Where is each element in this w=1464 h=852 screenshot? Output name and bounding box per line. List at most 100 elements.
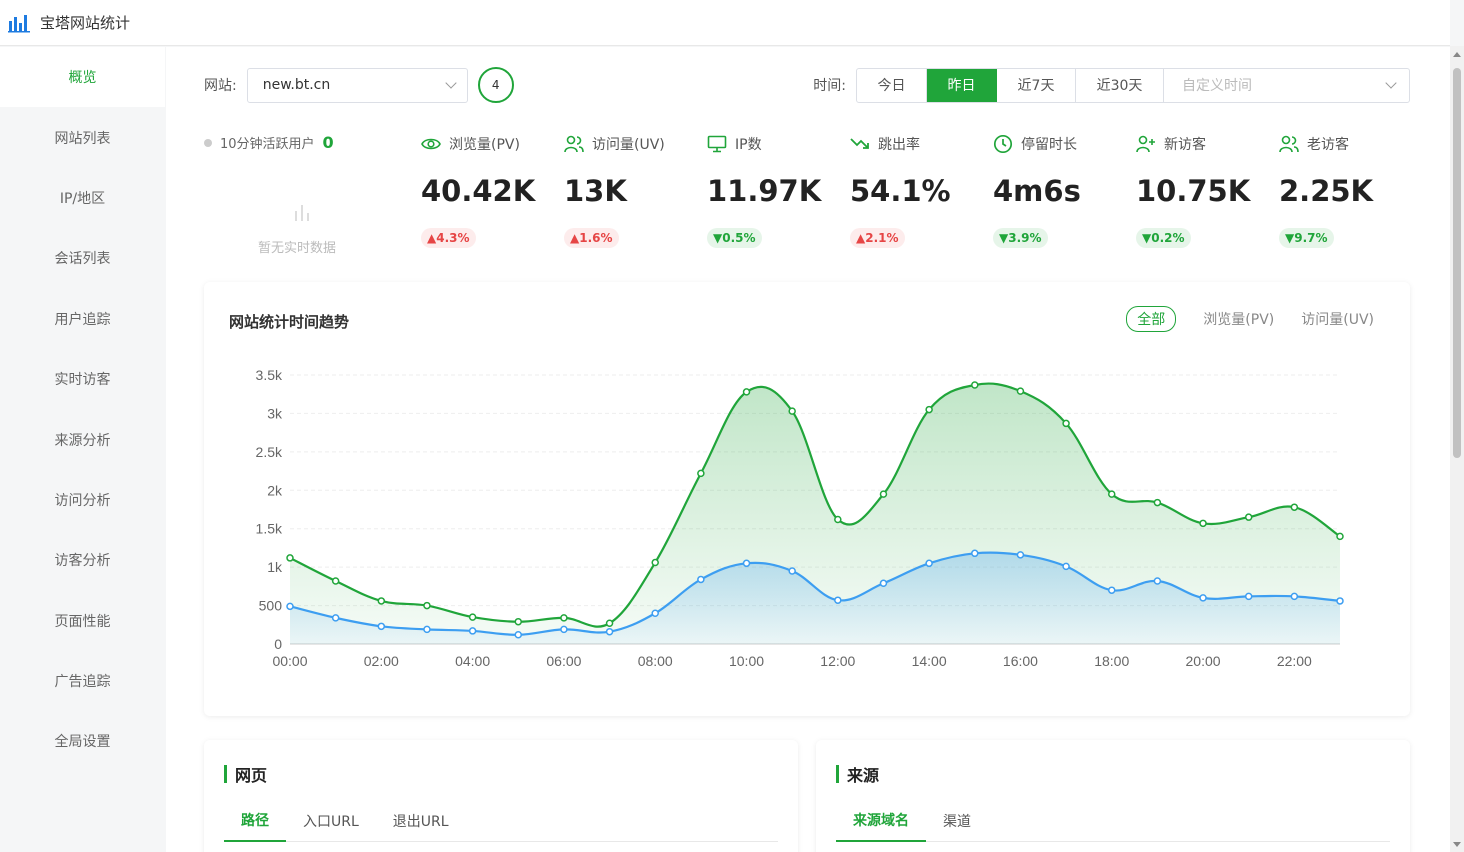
vertical-scrollbar[interactable] — [1450, 46, 1464, 852]
time-7days-button[interactable]: 近7天 — [997, 68, 1076, 102]
data-point-uv — [879, 579, 888, 588]
data-point-uv — [925, 559, 933, 568]
data-point-uv — [742, 559, 751, 568]
metric-uv-change: ▲1.6% — [564, 228, 619, 248]
filter-pv-button[interactable]: 浏览量(PV) — [1203, 312, 1275, 328]
data-point-pv — [742, 388, 751, 396]
series-line-uv — [289, 551, 1341, 636]
sidebar-item-visit-analysis[interactable]: 访问分析 — [54, 492, 111, 509]
sidebar-item-global-settings[interactable]: 全局设置 — [54, 734, 111, 751]
filter-uv-button[interactable]: 访问量(UV) — [1301, 312, 1374, 328]
pages-panel-title: 网页 — [224, 763, 267, 785]
x-tick-label: 06:00 — [546, 653, 581, 669]
data-point-pv — [1153, 498, 1162, 507]
data-point-uv — [1244, 592, 1253, 601]
data-point-pv — [1199, 519, 1207, 528]
sidebar-item-overview[interactable]: 概览 — [0, 47, 165, 108]
tab-channel[interactable]: 渠道 — [943, 814, 971, 830]
x-tick-label: 04:00 — [455, 653, 490, 669]
trend-chart: 0 500 1k 1.5k 2k 2.5k 3k 3.5k 00:00 02:00 04:00 06:… — [256, 367, 1344, 669]
data-point-pv — [651, 558, 659, 567]
metric-duration-label: 停留时长 — [1021, 137, 1077, 153]
chevron-down-icon — [445, 77, 457, 89]
metric-bounce-header: 跳出率 — [850, 133, 990, 155]
data-point-uv — [834, 596, 842, 604]
users-icon — [564, 135, 584, 153]
scroll-up-arrow-icon[interactable] — [1453, 52, 1461, 57]
metric-uv-header: 访问量(UV) — [564, 133, 704, 155]
site-select[interactable]: new.bt.cn — [246, 67, 468, 103]
time-label: 时间: — [813, 78, 846, 94]
metric-returning-visitors-change: ▼9.7% — [1279, 228, 1334, 248]
user-plus-icon — [1136, 135, 1155, 153]
live-users-header: 10分钟活跃用户 0 — [204, 133, 404, 152]
monitor-icon — [707, 135, 727, 153]
users-icon — [1279, 135, 1299, 153]
sidebar-item-user-tracking[interactable]: 用户追踪 — [54, 311, 111, 328]
metric-new-visitors-value: 10.75K — [1136, 174, 1251, 208]
tab-entry-url[interactable]: 入口URL — [303, 814, 359, 830]
data-point-uv — [286, 602, 294, 611]
source-panel-title-text: 来源 — [847, 766, 880, 785]
custom-time-select[interactable]: 自定义时间 — [1164, 69, 1409, 102]
time-30days-button[interactable]: 近30天 — [1076, 68, 1164, 102]
data-point-pv — [468, 613, 477, 621]
sidebar-item-visitor-analysis[interactable]: 访客分析 — [54, 553, 111, 570]
live-users-box: 10分钟活跃用户 0 暂无实时数据 — [204, 133, 404, 263]
tab-path[interactable]: 路径 — [224, 800, 286, 842]
filter-all-button[interactable]: 全部 — [1126, 306, 1177, 332]
metric-new-visitors-change: ▼0.2% — [1136, 228, 1191, 248]
site-count-badge[interactable]: 4 — [477, 67, 514, 103]
y-tick-label: 2k — [267, 482, 283, 498]
metric-uv: 访问量(UV) 13K ▲1.6% — [564, 133, 704, 248]
sidebar-item-source-analysis[interactable]: 来源分析 — [54, 432, 111, 449]
title-accent-bar — [224, 765, 227, 783]
metric-bounce: 跳出率 54.1% ▲2.1% — [850, 133, 990, 248]
eye-icon — [421, 138, 441, 150]
sidebar-item-sessions[interactable]: 会话列表 — [54, 251, 111, 268]
sidebar-item-ip-region[interactable]: IP/地区 — [59, 190, 106, 207]
status-dot-icon — [204, 138, 212, 147]
title-accent-bar — [836, 765, 839, 783]
data-point-pv — [423, 601, 431, 610]
sidebar-item-realtime-visitors[interactable]: 实时访客 — [54, 372, 111, 389]
no-realtime-data-text: 暂无实时数据 — [258, 241, 337, 256]
pages-panel-title-text: 网页 — [235, 766, 268, 785]
metric-new-visitors-header: 新访客 — [1136, 133, 1276, 155]
tab-source-domain[interactable]: 来源域名 — [836, 800, 926, 842]
metric-uv-label: 访问量(UV) — [592, 137, 665, 153]
scroll-thumb[interactable] — [1453, 68, 1461, 458]
sidebar-item-page-performance[interactable]: 页面性能 — [54, 613, 111, 630]
app-header: 宝塔网站统计 — [0, 0, 1450, 46]
data-point-pv — [1290, 503, 1299, 511]
chevron-down-icon — [1385, 77, 1397, 89]
data-point-pv — [1107, 490, 1116, 498]
sidebar-item-site-list[interactable]: 网站列表 — [54, 130, 111, 147]
y-tick-label: 500 — [259, 598, 283, 614]
data-point-uv — [560, 625, 568, 634]
data-point-uv — [788, 567, 796, 575]
scroll-down-arrow-icon[interactable] — [1453, 842, 1461, 847]
data-point-uv — [1336, 597, 1344, 605]
x-tick-label: 22:00 — [1277, 653, 1312, 669]
data-point-uv — [514, 631, 523, 639]
sidebar-item-ad-tracking[interactable]: 广告追踪 — [54, 674, 111, 691]
pages-tabs: 路径 入口URL 退出URL — [224, 800, 778, 842]
data-point-pv — [834, 515, 842, 524]
metric-ip-change: ▼0.5% — [707, 228, 762, 248]
time-yesterday-button[interactable]: 昨日 — [927, 68, 997, 102]
data-point-uv — [377, 622, 386, 631]
data-point-uv — [331, 614, 340, 622]
x-tick-label: 20:00 — [1186, 653, 1221, 669]
live-users-count: 0 — [322, 133, 334, 152]
metric-ip: IP数 11.97K ▼0.5% — [707, 133, 847, 248]
source-panel: 来源 来源域名 渠道 — [816, 740, 1410, 852]
data-point-uv — [1016, 551, 1025, 559]
tab-exit-url[interactable]: 退出URL — [392, 814, 449, 830]
metric-returning-visitors-value: 2.25K — [1279, 174, 1374, 208]
data-point-pv — [1244, 513, 1253, 521]
metric-bounce-label: 跳出率 — [878, 137, 920, 153]
time-today-button[interactable]: 今日 — [857, 68, 927, 102]
metric-ip-value: 11.97K — [707, 174, 822, 208]
metric-pv-label: 浏览量(PV) — [449, 137, 520, 153]
